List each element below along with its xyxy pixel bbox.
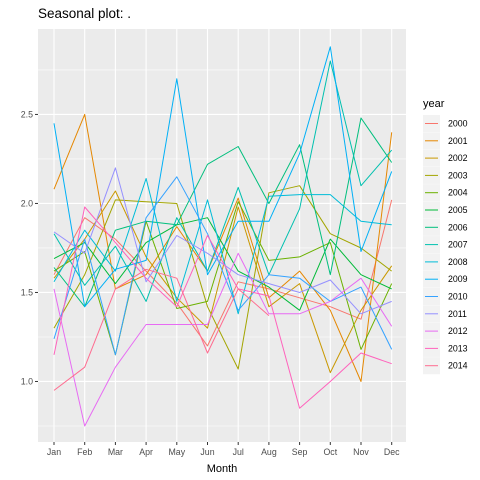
series-line-2006: [53, 117, 393, 308]
x-tick-label: Feb: [77, 447, 92, 457]
legend-label-2006: 2006: [448, 222, 468, 232]
legend-label-2007: 2007: [448, 240, 468, 250]
series-line-2004: [53, 201, 393, 356]
series-line-2010: [53, 176, 393, 356]
legend-label-2005: 2005: [448, 205, 468, 215]
series-line-2014: [53, 268, 270, 391]
series-line-2011: [53, 167, 392, 315]
x-axis-title: Month: [207, 463, 238, 475]
x-tick-label: Jun: [200, 447, 214, 457]
series-line-2012: [53, 252, 393, 427]
series-line-2002: [53, 190, 393, 374]
y-tick-label: 1.5: [21, 287, 33, 297]
series-line-2001: [53, 113, 393, 382]
legend-label-2002: 2002: [448, 153, 468, 163]
legend-label-2000: 2000: [448, 119, 468, 129]
x-tick-label: May: [168, 447, 185, 457]
x-axis: Jan Feb Mar Apr May Jun Jul Aug Sep Oct Nov Dec: [47, 442, 400, 457]
series-lines: [53, 46, 393, 427]
legend-label-2004: 2004: [448, 188, 468, 198]
y-axis: 1.0 1.5 2.0 2.5: [21, 109, 38, 386]
x-tick-label: Oct: [323, 447, 337, 457]
x-tick-label: Nov: [353, 447, 369, 457]
legend-label-2010: 2010: [448, 292, 468, 302]
legend-label-2011: 2011: [448, 309, 467, 319]
x-tick-label: Jul: [233, 447, 244, 457]
legend-label-2008: 2008: [448, 257, 468, 267]
series-line-2005: [53, 217, 392, 311]
y-tick-label: 1.0: [21, 376, 33, 386]
series-line-2000: [53, 199, 393, 347]
x-tick-label: Aug: [261, 447, 277, 457]
legend-label-2009: 2009: [448, 274, 468, 284]
x-tick-label: Dec: [384, 447, 400, 457]
x-tick-label: Mar: [108, 447, 123, 457]
series-line-2013: [53, 206, 392, 409]
chart-title: Seasonal plot: .: [38, 6, 131, 21]
x-tick-label: Apr: [139, 447, 153, 457]
series-line-2008: [53, 178, 392, 315]
legend-label-2012: 2012: [448, 326, 468, 336]
legend-title: year: [423, 98, 445, 110]
y-tick-label: 2.0: [21, 198, 33, 208]
legend-label-2014: 2014: [448, 361, 468, 371]
series-line-2009: [53, 46, 393, 308]
x-tick-label: Sep: [292, 447, 308, 457]
x-tick-label: Jan: [47, 447, 61, 457]
legend-label-2001: 2001: [448, 136, 468, 146]
legend-label-2013: 2013: [448, 343, 468, 353]
legend-label-2003: 2003: [448, 170, 468, 180]
y-tick-label: 2.5: [21, 109, 33, 119]
series-line-2003: [53, 185, 393, 370]
legend: 2000 2001 2002 2003 2004 2005 2006 2007 2008 2009…: [423, 115, 468, 375]
